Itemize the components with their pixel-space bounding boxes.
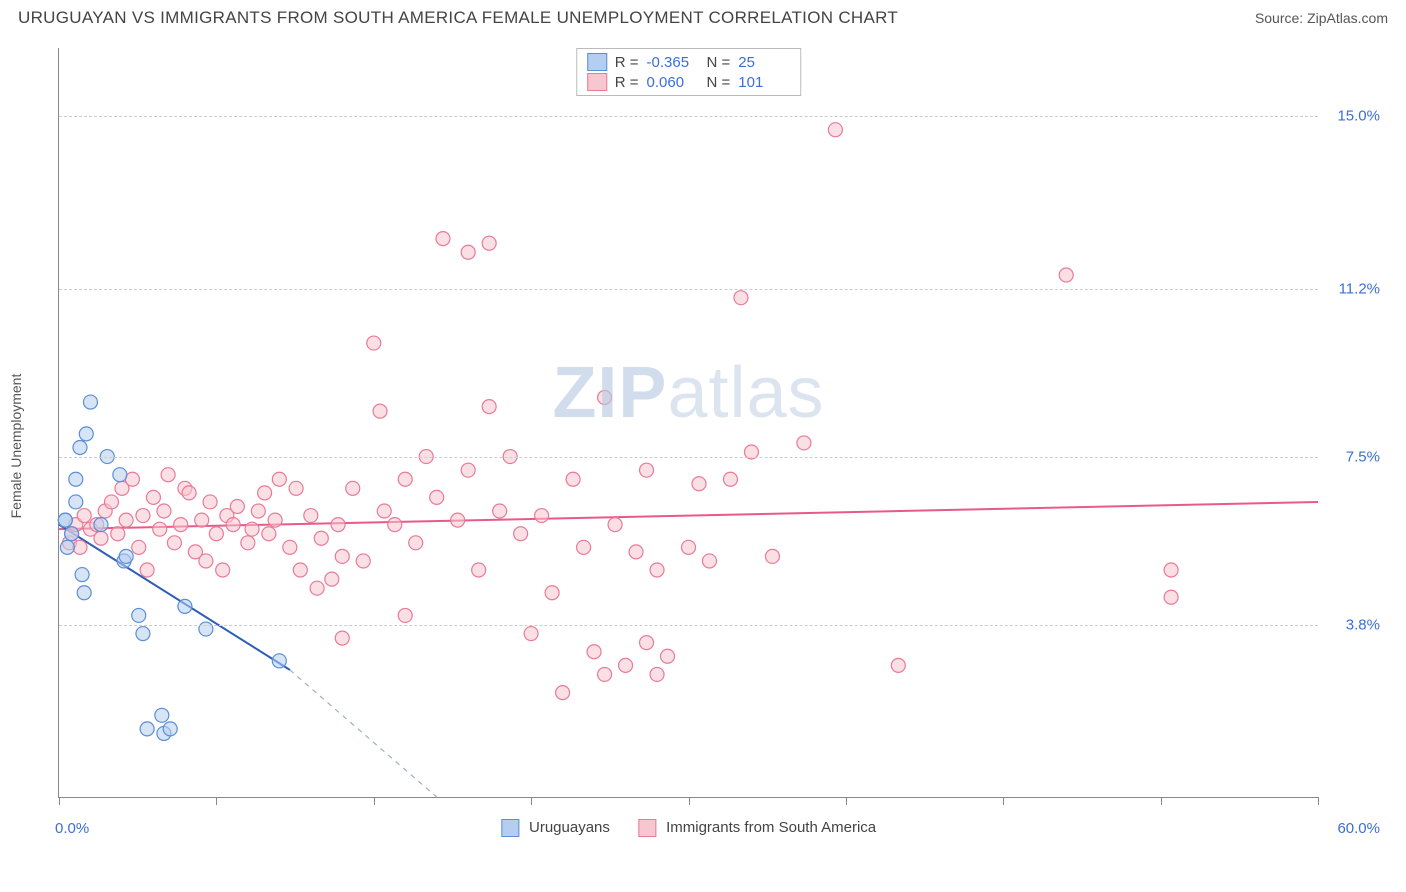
uruguayans-label: Uruguayans xyxy=(529,819,610,836)
gridline-h xyxy=(59,289,1318,290)
immigrants-swatch-icon xyxy=(587,73,607,91)
gridline-h xyxy=(59,116,1318,117)
correlation-stats-box: R = -0.365 N = 25 R = 0.060 N = 101 xyxy=(576,48,802,96)
x-tick xyxy=(1161,797,1162,805)
r-label: R = xyxy=(615,54,639,71)
chart-title: URUGUAYAN VS IMMIGRANTS FROM SOUTH AMERI… xyxy=(18,8,898,28)
uruguayans-swatch-icon xyxy=(501,819,519,837)
immigrants-n-value: 101 xyxy=(738,74,790,91)
x-tick xyxy=(531,797,532,805)
plot-area: ZIPatlas R = -0.365 N = 25 R = 0.060 N =… xyxy=(58,48,1318,798)
stat-row-uruguayans: R = -0.365 N = 25 xyxy=(587,52,791,72)
x-tick xyxy=(59,797,60,805)
uruguayans-n-value: 25 xyxy=(738,54,790,71)
scatter-points-layer xyxy=(59,48,1318,797)
immigrants-label: Immigrants from South America xyxy=(666,819,876,836)
y-axis-label: Female Unemployment xyxy=(8,374,24,519)
y-tick-label: 7.5% xyxy=(1346,448,1380,465)
x-axis-min-label: 0.0% xyxy=(55,820,89,837)
y-tick-label: 15.0% xyxy=(1337,108,1380,125)
immigrants-r-value: 0.060 xyxy=(647,74,699,91)
x-tick xyxy=(216,797,217,805)
legend-item-uruguayans: Uruguayans xyxy=(501,819,610,837)
y-tick-label: 11.2% xyxy=(1339,280,1380,297)
n-label: N = xyxy=(707,74,731,91)
legend-item-immigrants: Immigrants from South America xyxy=(638,819,876,837)
gridline-h xyxy=(59,625,1318,626)
bottom-legend: Uruguayans Immigrants from South America xyxy=(501,819,876,837)
uruguayans-swatch-icon xyxy=(587,53,607,71)
gridline-h xyxy=(59,457,1318,458)
x-tick xyxy=(689,797,690,805)
x-tick xyxy=(1318,797,1319,805)
x-tick xyxy=(1003,797,1004,805)
immigrants-swatch-icon xyxy=(638,819,656,837)
stat-row-immigrants: R = 0.060 N = 101 xyxy=(587,72,791,92)
source-attribution: Source: ZipAtlas.com xyxy=(1255,10,1388,26)
x-axis-max-label: 60.0% xyxy=(1337,820,1380,837)
x-tick xyxy=(374,797,375,805)
uruguayans-r-value: -0.365 xyxy=(647,54,699,71)
chart-container: Female Unemployment ZIPatlas R = -0.365 … xyxy=(18,36,1388,856)
x-tick xyxy=(846,797,847,805)
y-tick-label: 3.8% xyxy=(1346,616,1380,633)
r-label: R = xyxy=(615,74,639,91)
n-label: N = xyxy=(707,54,731,71)
